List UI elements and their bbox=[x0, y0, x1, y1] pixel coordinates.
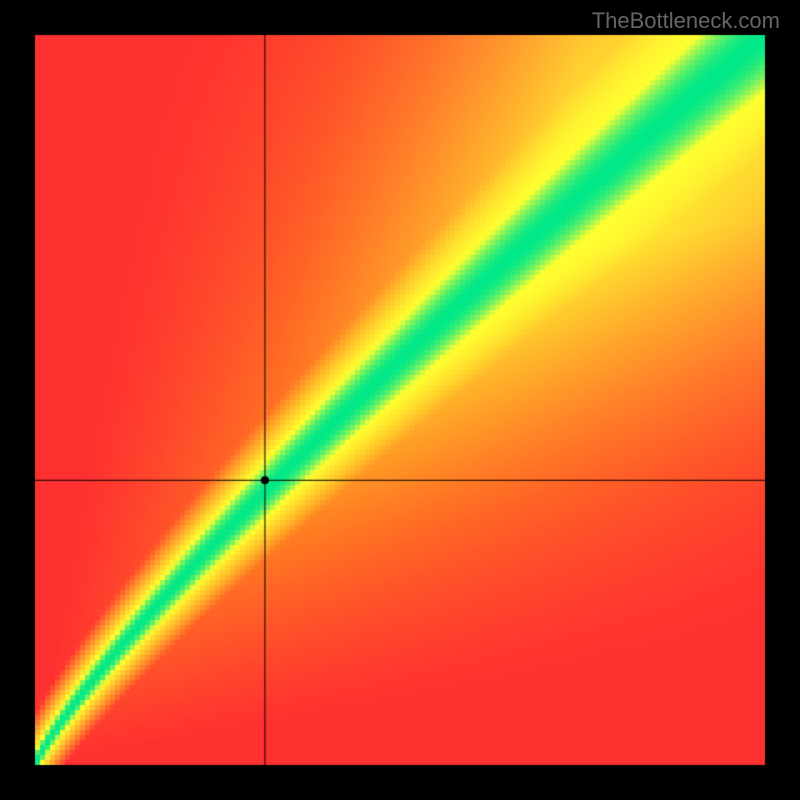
bottleneck-heatmap bbox=[0, 0, 800, 800]
chart-container: TheBottleneck.com bbox=[0, 0, 800, 800]
watermark-text: TheBottleneck.com bbox=[592, 8, 780, 34]
